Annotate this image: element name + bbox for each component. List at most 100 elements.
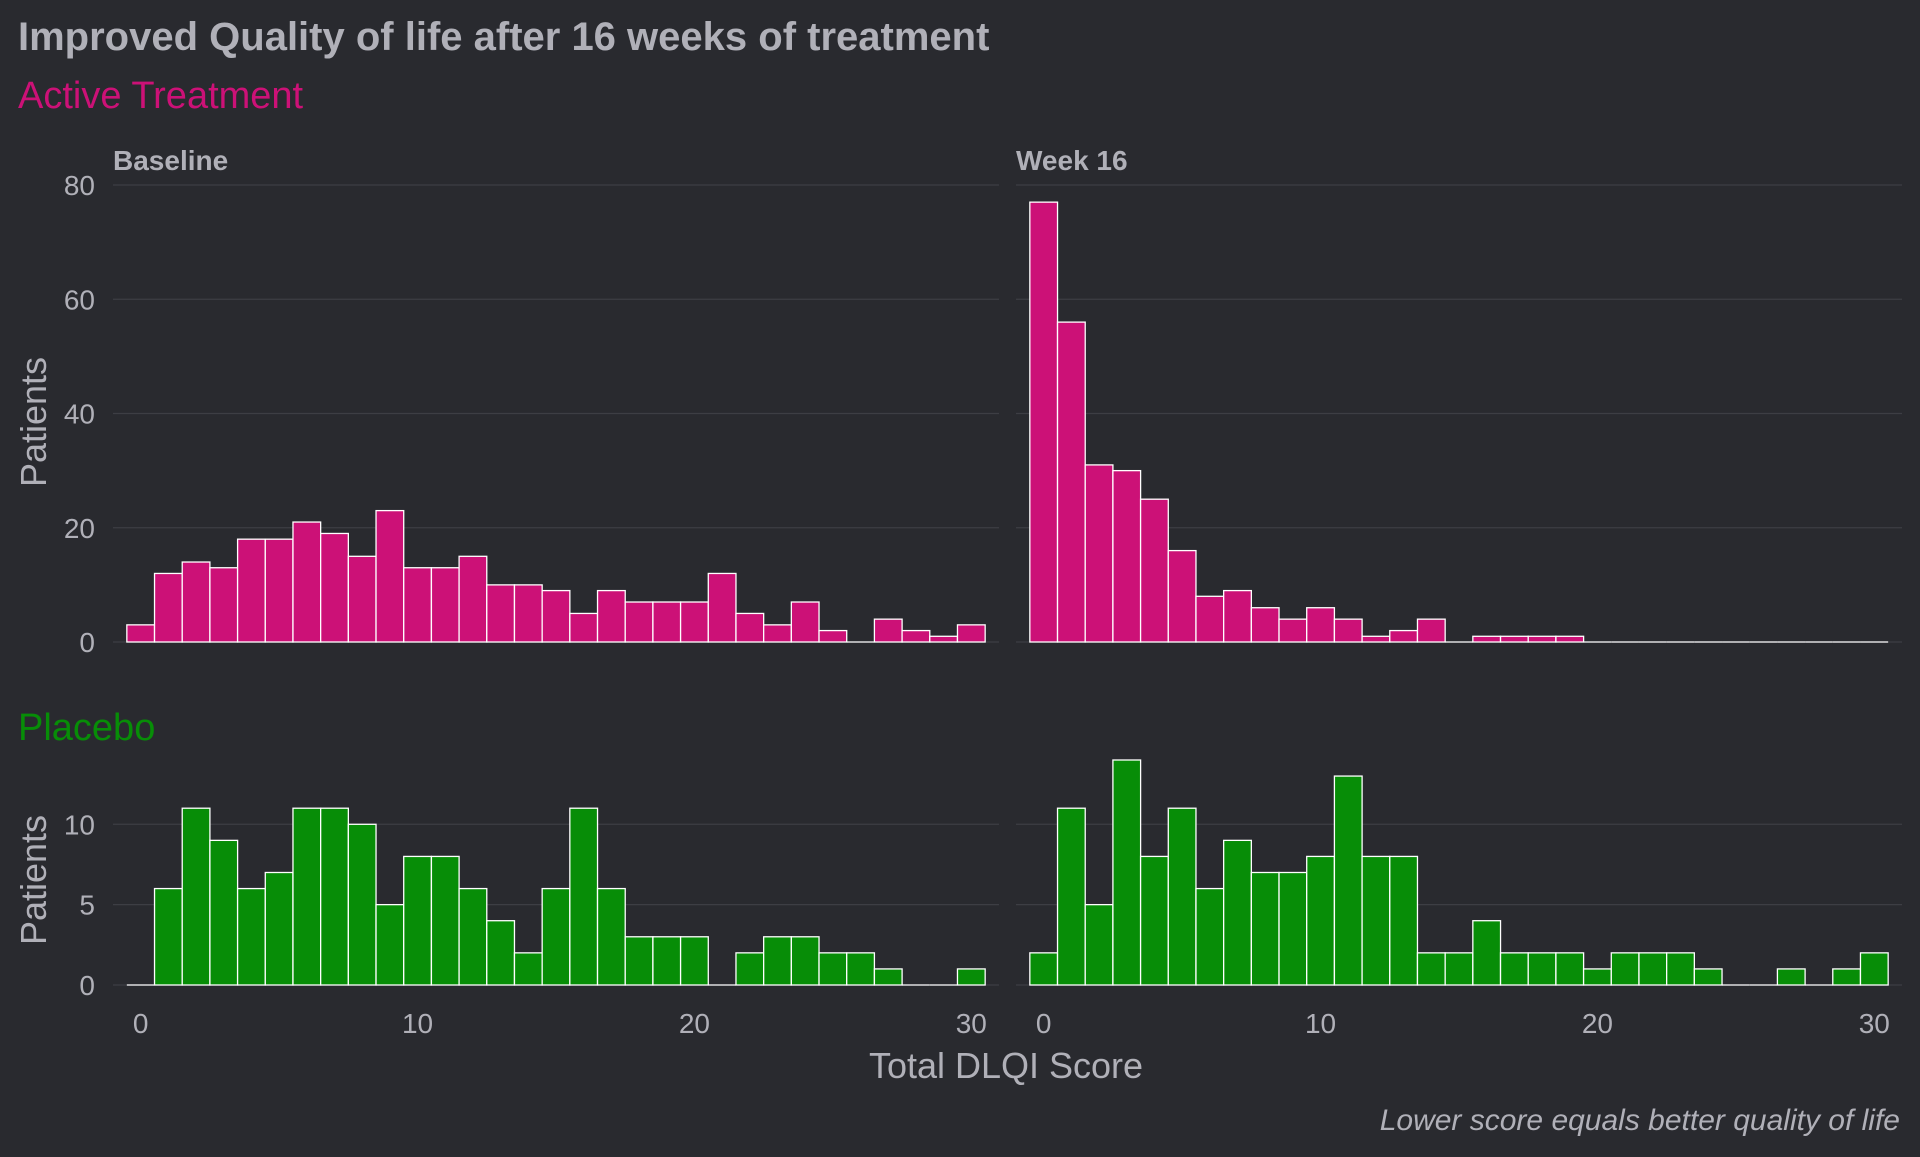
x-axis-label: Total DLQI Score <box>869 1045 1143 1086</box>
panel-baseline: Baseline <box>113 145 999 643</box>
histogram-bar <box>1693 968 1723 986</box>
histogram-bar <box>1167 549 1197 643</box>
histogram-bar <box>209 839 239 986</box>
histogram-bar <box>1638 952 1668 986</box>
facet-label: Week 16 <box>1016 145 1128 176</box>
histogram-bar <box>1555 952 1585 986</box>
chart-title: Improved Quality of life after 16 weeks … <box>18 15 989 59</box>
histogram-bar <box>209 567 239 643</box>
facet-label: Baseline <box>113 145 228 176</box>
histogram-bar <box>624 601 654 643</box>
histogram-bar <box>486 920 516 986</box>
y-tick-label: 0 <box>79 970 95 1001</box>
histogram-bar <box>1389 855 1419 986</box>
histogram-bar <box>1084 464 1114 643</box>
histogram-bar <box>1139 855 1169 986</box>
histogram-bar <box>1250 607 1280 643</box>
histogram-bar <box>1056 807 1086 986</box>
histogram-bar <box>347 823 377 986</box>
histogram-bar <box>818 952 848 986</box>
histogram-bar <box>929 635 959 643</box>
histogram-bar <box>873 968 903 986</box>
histogram-bar <box>901 629 931 643</box>
histogram-bar <box>320 807 350 986</box>
x-tick-label: 20 <box>679 1008 710 1039</box>
histogram-bar <box>569 612 599 643</box>
histogram-bar <box>596 589 626 643</box>
histogram-bar <box>1223 589 1253 643</box>
histogram-bar <box>596 887 626 986</box>
histogram-bar <box>818 629 848 643</box>
histogram-bar <box>513 952 543 986</box>
histogram-bar <box>1278 871 1308 986</box>
histogram-bar <box>652 601 682 643</box>
histogram-bar <box>403 855 433 986</box>
histogram-bar <box>541 887 571 986</box>
x-tick-label: 0 <box>133 1008 149 1039</box>
histogram-bar <box>679 936 709 986</box>
histogram-bar <box>1361 635 1391 643</box>
histogram-bar <box>375 509 405 643</box>
histogram-bar <box>292 807 322 986</box>
y-tick-label: 40 <box>64 399 95 430</box>
histogram-bar <box>707 572 737 643</box>
histogram-bar <box>763 624 792 643</box>
histogram-bar <box>1527 635 1557 643</box>
histogram-bar <box>347 555 377 643</box>
histogram-bar <box>1416 952 1446 986</box>
histogram-bar <box>790 601 820 643</box>
histogram-bar <box>1472 920 1502 986</box>
histogram-bar <box>790 936 820 986</box>
y-tick-label: 80 <box>64 170 95 201</box>
panel-week-16: Week 16 <box>1016 145 1902 643</box>
histogram-bar <box>486 584 516 643</box>
histogram-bar <box>181 561 211 643</box>
group-label: Placebo <box>18 707 155 749</box>
histogram-bar <box>1278 618 1308 643</box>
histogram-bar <box>1776 968 1806 986</box>
group-label: Active Treatment <box>18 75 304 117</box>
histogram-bar <box>1416 618 1446 643</box>
histogram-bar <box>956 624 986 643</box>
y-tick-label: 0 <box>79 627 95 658</box>
histogram-bar <box>1112 469 1142 643</box>
x-tick-label: 10 <box>402 1008 433 1039</box>
histogram-bar <box>458 887 488 986</box>
histogram-bar <box>1333 775 1363 986</box>
panels-layer: Active Treatment Patients 0 20 40 60 80 Baselin… <box>13 75 1902 1039</box>
histogram-bar <box>513 584 543 643</box>
histogram-bar <box>236 887 266 986</box>
histogram-bar <box>1139 498 1169 643</box>
histogram-bar <box>126 624 156 643</box>
histogram-bar <box>1306 607 1336 643</box>
histogram-bar <box>236 538 266 643</box>
histogram-bar <box>1832 968 1862 986</box>
histogram-bar <box>1112 759 1142 986</box>
histogram-bar <box>1444 952 1474 986</box>
y-tick-label: 60 <box>64 284 95 315</box>
histogram-bar <box>1250 871 1280 986</box>
histogram-bar <box>153 887 183 986</box>
histogram-bar <box>1499 635 1529 643</box>
histogram-bar <box>1223 839 1253 986</box>
histogram-bar <box>1195 887 1225 986</box>
histogram-bar <box>1084 903 1114 986</box>
histogram-bar <box>1389 629 1419 643</box>
histogram-bar <box>956 968 986 986</box>
histogram-bar <box>153 572 183 643</box>
histogram-bar <box>624 936 654 986</box>
histogram-bar <box>1610 952 1640 986</box>
histogram-bar <box>652 936 682 986</box>
y-tick-label: 5 <box>79 890 95 921</box>
histogram-bar <box>458 555 488 643</box>
panel-week-16: 0 10 20 30 <box>1016 759 1902 1039</box>
histogram-bar <box>541 589 571 643</box>
chart-caption: Lower score equals better quality of lif… <box>1380 1104 1900 1137</box>
histogram-bar <box>1361 855 1391 986</box>
x-tick-label: 10 <box>1305 1008 1336 1039</box>
histogram-bar <box>679 601 709 643</box>
histogram-bar <box>375 903 405 986</box>
histogram-bar <box>1527 952 1557 986</box>
